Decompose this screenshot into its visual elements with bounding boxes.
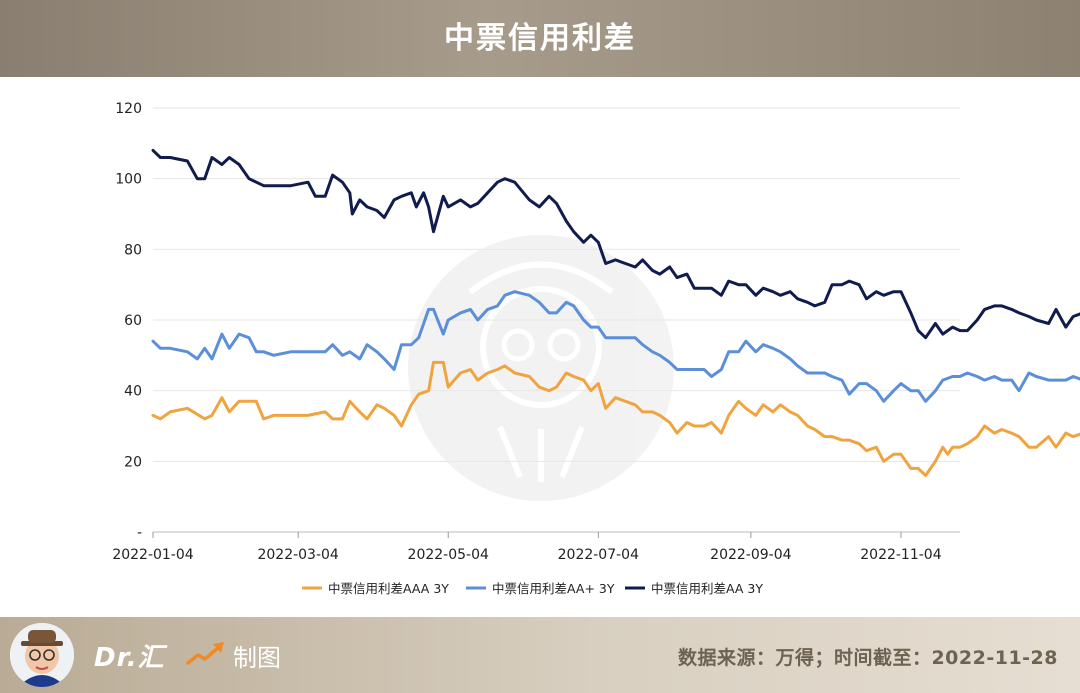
legend: 中票信用利差AAA 3Y 中票信用利差AA+ 3Y 中票信用利差AA 3Y xyxy=(302,581,763,596)
data-source-note: 数据来源：万得；时间截至：2022-11-28 xyxy=(677,647,1058,669)
trend-arrow-icon xyxy=(186,642,224,665)
watermark xyxy=(408,235,674,501)
series-line-0 xyxy=(151,360,1080,477)
x-tick-label: 2022-05-04 xyxy=(408,547,489,563)
credit-spread-chart: - 20 40 60 80 100 120 2022-01-04 2022-03-04 2022-… xyxy=(112,101,1080,596)
grid-layer xyxy=(153,107,960,462)
header-banner: 中票信用利差 xyxy=(0,0,1080,77)
y-tick-label: 60 xyxy=(124,313,142,329)
avatar xyxy=(10,623,74,687)
brand-logo: Dr.汇 xyxy=(94,643,165,673)
legend-label-2: 中票信用利差AA 3Y xyxy=(651,581,763,596)
avatar-illustration xyxy=(10,623,74,687)
y-tick-label: - xyxy=(137,525,142,541)
series-line-2 xyxy=(151,148,1080,340)
y-tick-label: 100 xyxy=(115,172,142,188)
x-tick-label: 2022-09-04 xyxy=(710,547,791,563)
y-tick-label: 80 xyxy=(124,242,142,258)
page-title: 中票信用利差 xyxy=(444,21,636,56)
x-tick-label: 2022-07-04 xyxy=(558,547,639,563)
series-layer xyxy=(151,148,1080,477)
legend-label-0: 中票信用利差AAA 3Y xyxy=(328,581,449,596)
made-label: 制图 xyxy=(233,644,281,672)
y-tick-label: 120 xyxy=(115,101,142,117)
series-line-1 xyxy=(151,290,1080,403)
x-tick-label: 2022-01-04 xyxy=(112,547,193,563)
legend-label-1: 中票信用利差AA+ 3Y xyxy=(492,581,615,596)
x-tick-label: 2022-03-04 xyxy=(257,547,338,563)
axis-layer: - 20 40 60 80 100 120 2022-01-04 2022-03-04 2022-… xyxy=(112,101,960,563)
footer-banner: Dr.汇 制图 数据来源：万得；时间截至：2022-11-28 xyxy=(0,617,1080,693)
x-tick-label: 2022-11-04 xyxy=(860,547,941,563)
y-tick-label: 20 xyxy=(124,454,142,470)
y-tick-label: 40 xyxy=(124,384,142,400)
